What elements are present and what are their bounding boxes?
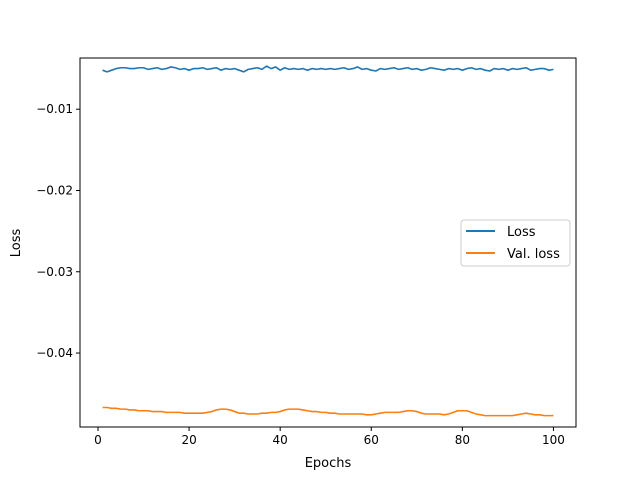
y-tick-label: −0.01 bbox=[36, 102, 73, 116]
x-tick-label: 100 bbox=[542, 433, 565, 447]
x-tick-label: 40 bbox=[273, 433, 288, 447]
y-axis-ticks: −0.01 −0.02 −0.03 −0.04 bbox=[36, 102, 80, 360]
y-axis-label: Loss bbox=[9, 229, 24, 258]
x-tick-label: 20 bbox=[181, 433, 196, 447]
series-line-val-loss bbox=[102, 406, 554, 417]
legend-label-loss: Loss bbox=[507, 225, 536, 240]
x-axis-ticks: 0 20 40 60 80 100 bbox=[94, 427, 565, 447]
y-tick-label: −0.02 bbox=[36, 183, 73, 197]
x-tick-label: 60 bbox=[364, 433, 379, 447]
series-group bbox=[102, 65, 554, 417]
plot-area bbox=[79, 57, 577, 428]
x-tick-label: 80 bbox=[455, 433, 470, 447]
axes-frame bbox=[79, 57, 577, 428]
y-tick-label: −0.03 bbox=[36, 265, 73, 279]
x-tick-label: 0 bbox=[94, 433, 102, 447]
y-tick-label: −0.04 bbox=[36, 346, 73, 360]
x-axis-label: Epochs bbox=[305, 456, 352, 471]
legend: Loss Val. loss bbox=[460, 219, 571, 267]
legend-label-val-loss: Val. loss bbox=[507, 247, 560, 262]
series-line-loss bbox=[102, 65, 554, 73]
